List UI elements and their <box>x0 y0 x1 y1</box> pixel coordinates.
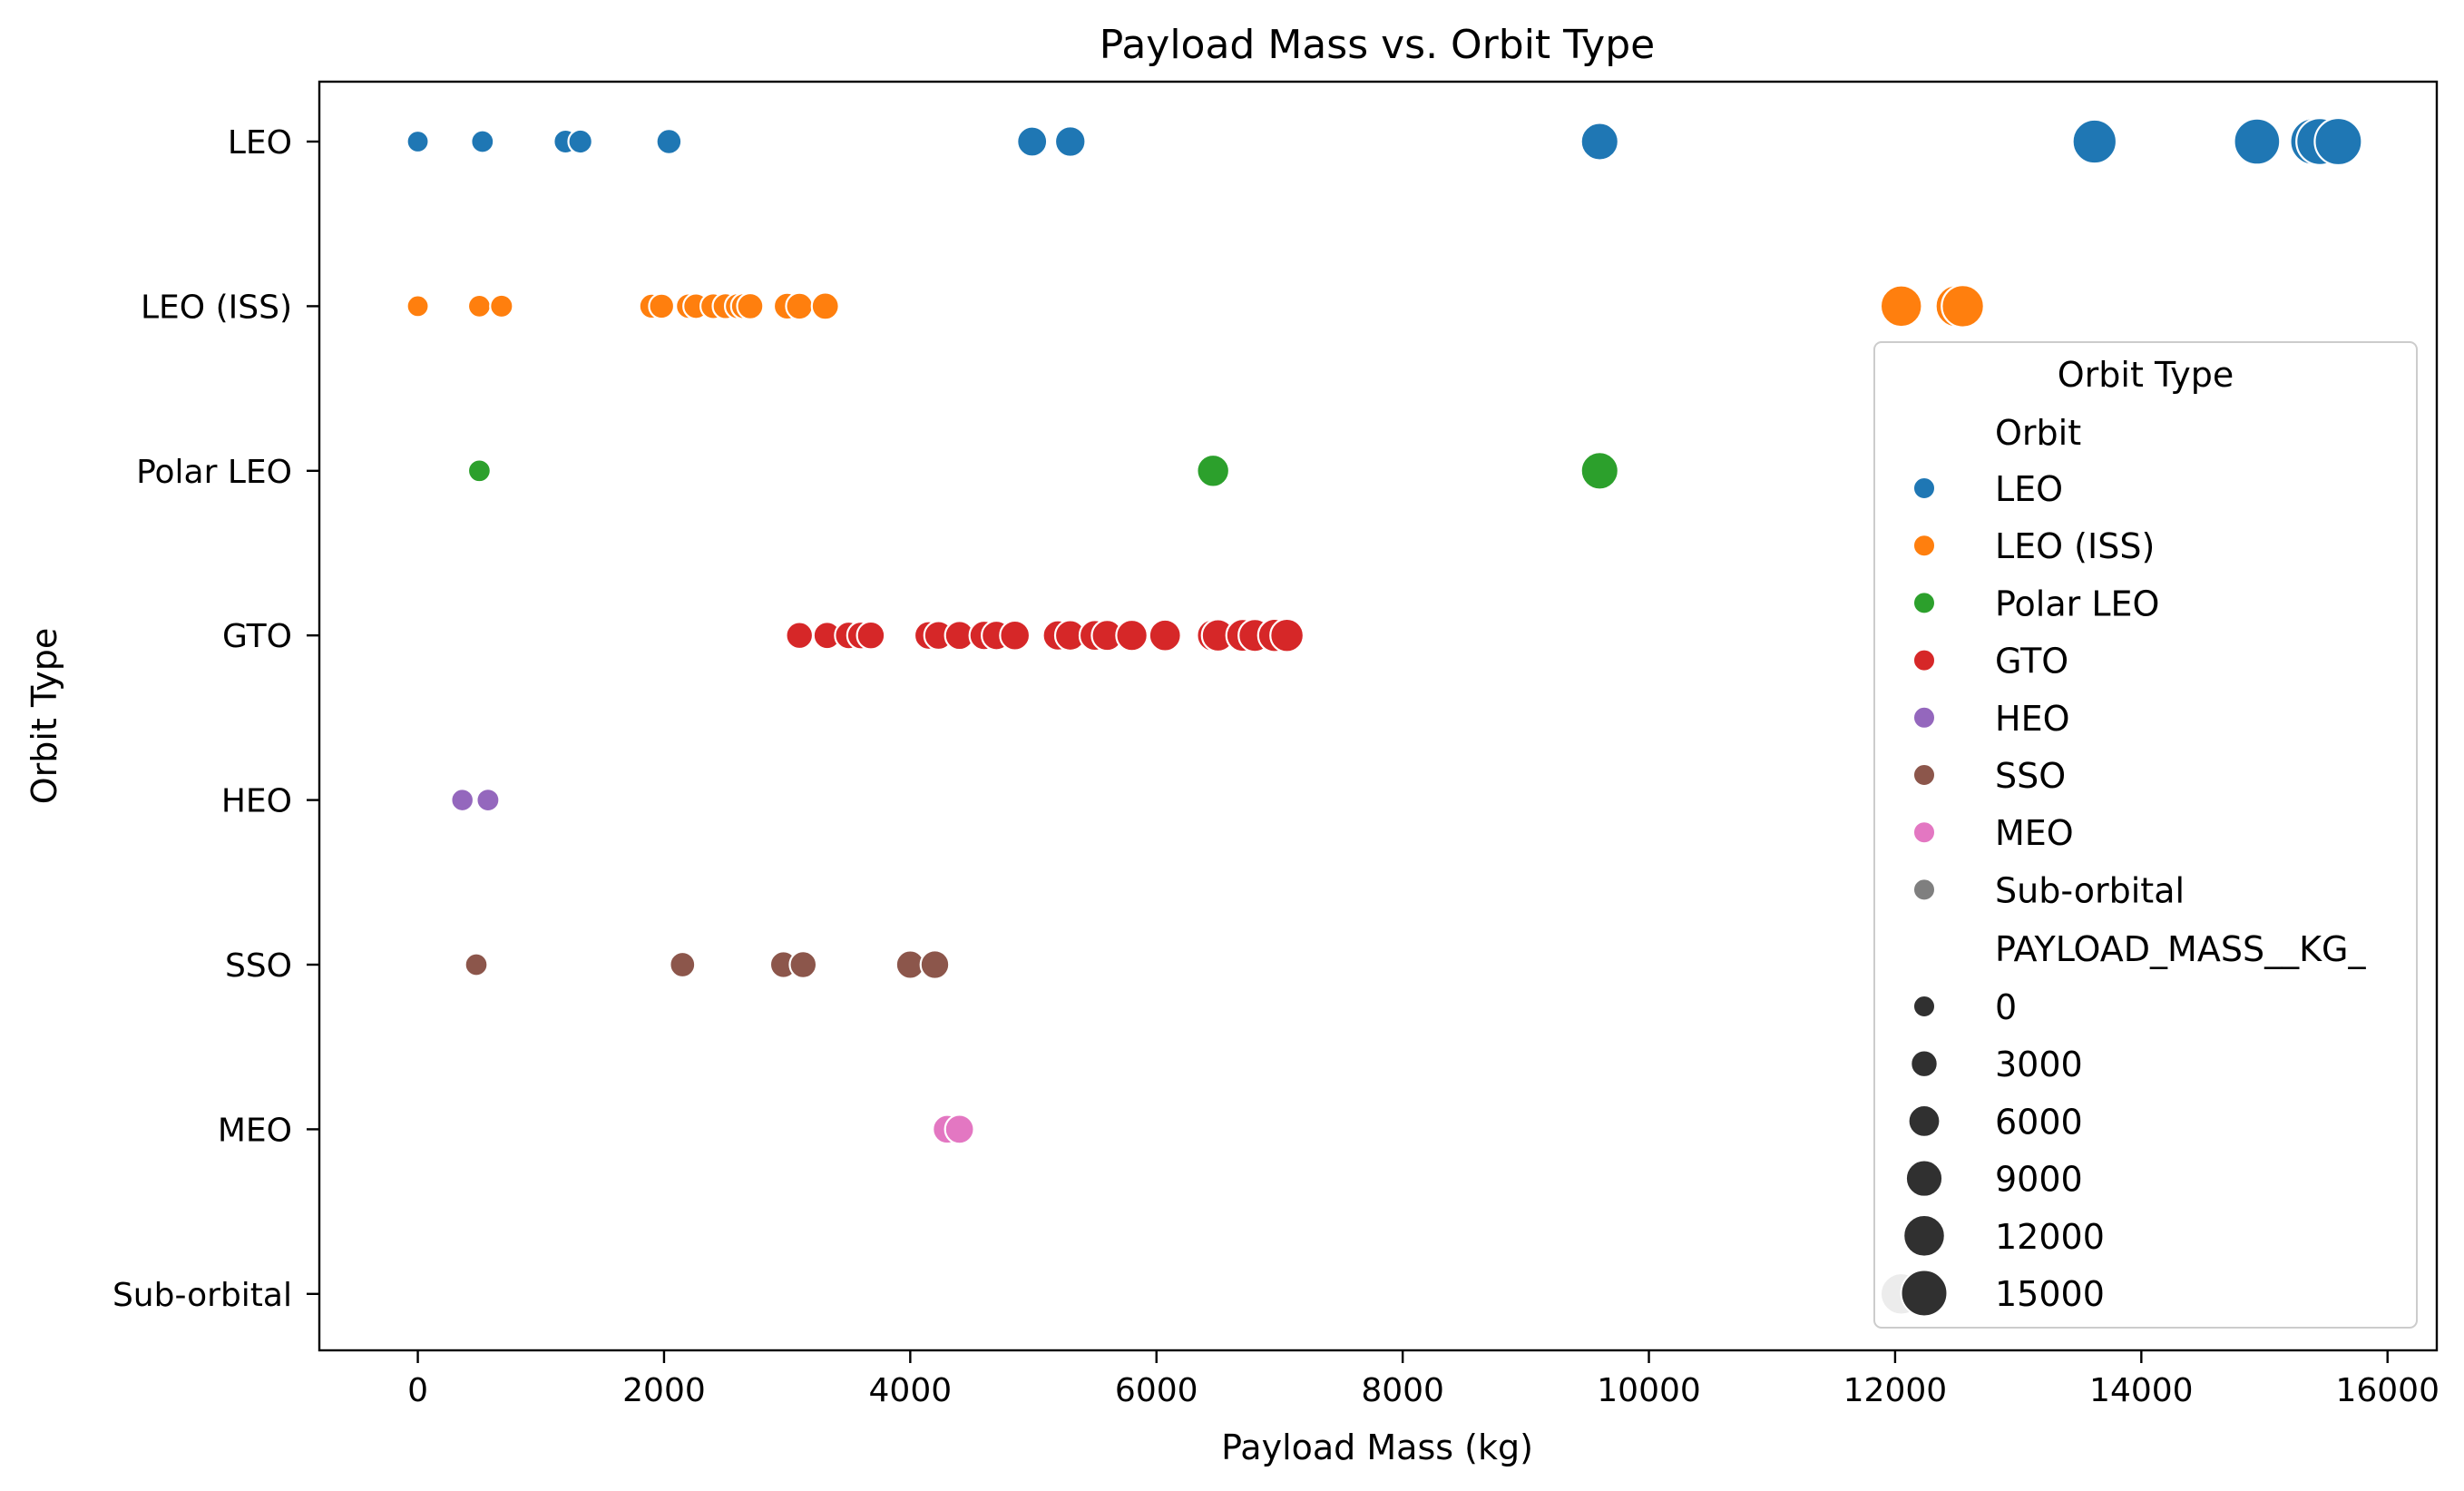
data-point <box>999 619 1032 652</box>
data-point <box>489 293 514 319</box>
legend-size-label: 3000 <box>1995 1045 2083 1084</box>
legend-size-label: 15000 <box>1995 1274 2105 1314</box>
legend-swatch <box>1912 878 1936 902</box>
legend-hue-items: LEO LEO (ISS) Polar LEO GTO HEO SSO MEO Sub-orb… <box>1912 469 2185 910</box>
data-point <box>475 787 501 813</box>
data-point <box>1148 618 1182 652</box>
legend-swatch <box>1912 705 1936 730</box>
data-point <box>466 293 492 319</box>
data-point <box>1016 125 1049 158</box>
data-point <box>470 129 495 154</box>
legend-box <box>1873 341 2418 1329</box>
legend-swatch <box>1912 763 1936 787</box>
legend-size-marker <box>1907 1104 1941 1138</box>
data-point <box>406 294 430 319</box>
legend-item-label: LEO (ISS) <box>1995 526 2155 566</box>
data-point <box>567 128 593 155</box>
y-tick-label: MEO <box>218 1112 292 1149</box>
data-point <box>785 291 815 321</box>
data-point <box>919 949 951 980</box>
legend-item-label: GTO <box>1995 642 2068 682</box>
data-point <box>669 950 697 979</box>
data-point <box>1879 284 1923 329</box>
legend-size-marker <box>1904 1159 1944 1198</box>
data-point <box>2233 117 2282 166</box>
x-tick-label: 12000 <box>1843 1372 1948 1409</box>
data-point <box>1579 451 1619 491</box>
y-tick-label: SSO <box>225 947 292 985</box>
y-tick-label: GTO <box>222 618 292 655</box>
legend-item-label: Sub-orbital <box>1995 870 2185 910</box>
plot-area-frame <box>318 80 2439 1352</box>
x-tick-label: 8000 <box>1361 1372 1444 1409</box>
legend-size-items: 0 3000 6000 9000 12000 15000 <box>1900 987 2105 1318</box>
data-point <box>810 291 840 321</box>
data-point <box>1941 284 1985 329</box>
data-point <box>655 128 683 155</box>
data-point <box>2313 116 2363 167</box>
data-point <box>406 129 430 154</box>
y-tick-label: HEO <box>221 783 292 820</box>
legend-swatch <box>1912 476 1936 500</box>
data-point <box>2071 118 2118 165</box>
legend: Orbit Type Orbit LEO LEO (ISS) Polar LEO GT… <box>1873 341 2418 1329</box>
legend-swatch <box>1912 534 1936 558</box>
legend-size-label: 0 <box>1995 987 2017 1027</box>
legend-swatch <box>1912 591 1936 615</box>
data-point <box>944 1113 975 1145</box>
legend-item-label: MEO <box>1995 813 2074 853</box>
data-point <box>1053 125 1087 158</box>
legend-size-marker <box>1902 1214 1946 1258</box>
chart-title: Payload Mass vs. Orbit Type <box>1100 22 1655 68</box>
data-point <box>785 621 815 651</box>
legend-size-marker <box>1912 995 1936 1018</box>
legend-title: Orbit Type <box>2058 355 2234 395</box>
x-tick-label: 4000 <box>869 1372 953 1409</box>
y-tick-label: LEO <box>228 124 292 162</box>
x-tick-label: 0 <box>407 1372 428 1409</box>
legend-size-label: 12000 <box>1995 1217 2105 1257</box>
data-point <box>788 950 818 979</box>
legend-size-marker <box>1910 1049 1939 1078</box>
x-tick-label: 10000 <box>1597 1372 1701 1409</box>
legend-item-label: LEO <box>1995 469 2063 509</box>
data-point <box>466 458 492 484</box>
legend-size-label: 6000 <box>1995 1102 2083 1142</box>
data-point <box>464 952 489 977</box>
legend-size-label: 9000 <box>1995 1160 2083 1200</box>
y-tick-label: Sub-orbital <box>112 1277 292 1314</box>
data-point <box>648 292 676 320</box>
data-point <box>1115 618 1149 652</box>
data-point <box>1196 453 1231 488</box>
legend-size-title: PAYLOAD_MASS__KG_ <box>1995 929 2366 969</box>
x-axis-label: Payload Mass (kg) <box>1221 1427 1533 1467</box>
legend-swatch <box>1912 648 1936 672</box>
x-tick-label: 16000 <box>2335 1372 2440 1409</box>
legend-size-marker <box>1900 1269 1949 1318</box>
y-tick-label: LEO (ISS) <box>141 289 292 326</box>
data-point <box>1269 617 1305 653</box>
legend-item-label: HEO <box>1995 699 2070 739</box>
x-axis-ticks: 0 2000 4000 6000 8000 10000 12000 14000 16000 <box>407 1350 2440 1409</box>
legend-item-label: SSO <box>1995 756 2066 796</box>
x-tick-label: 2000 <box>622 1372 706 1409</box>
data-point <box>450 788 475 813</box>
data-points <box>406 116 2363 1316</box>
data-point <box>1579 122 1619 162</box>
data-point <box>856 620 886 651</box>
x-tick-label: 14000 <box>2089 1372 2194 1409</box>
y-tick-label: Polar LEO <box>136 454 292 491</box>
legend-item-label: Polar LEO <box>1995 584 2159 623</box>
y-axis-label: Orbit Type <box>24 628 64 804</box>
data-point <box>736 291 765 320</box>
legend-hue-title: Orbit <box>1995 413 2081 453</box>
legend-swatch <box>1912 820 1936 845</box>
y-axis-ticks: LEO LEO (ISS) Polar LEO GTO HEO SSO MEO Sub-orb… <box>112 124 319 1314</box>
x-tick-label: 6000 <box>1115 1372 1198 1409</box>
